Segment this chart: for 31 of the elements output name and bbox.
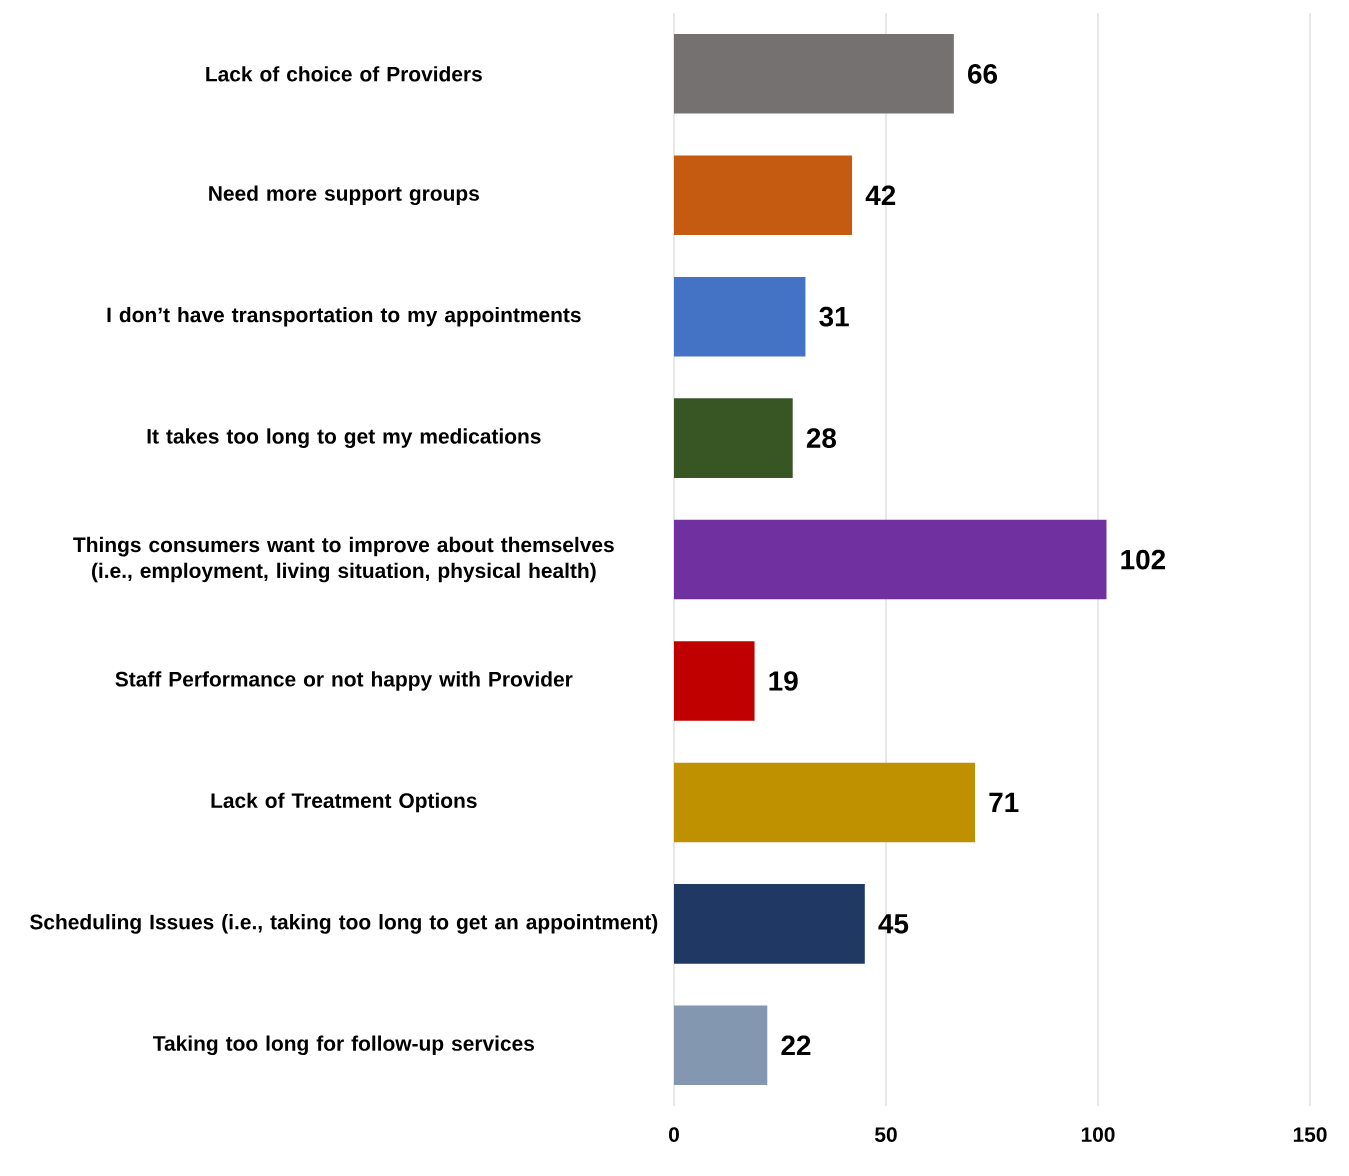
data-label: 19 xyxy=(769,671,798,691)
bar xyxy=(673,398,793,478)
y-tick-label: Lack of Treatment Options xyxy=(211,792,477,813)
bar xyxy=(673,276,806,357)
data-label: 66 xyxy=(968,63,998,84)
y-tick-label: I don’t have transportation to my appointments xyxy=(107,306,581,327)
bar xyxy=(673,641,755,721)
bar xyxy=(673,884,865,964)
bar xyxy=(673,762,976,843)
data-label: 22 xyxy=(781,1035,811,1056)
bar xyxy=(673,34,954,114)
data-label: 28 xyxy=(806,428,837,448)
bar xyxy=(673,519,1107,600)
data-label: 71 xyxy=(989,792,1019,813)
y-tick-label: Taking too long for follow-up services xyxy=(153,1035,534,1056)
y-tick-label: Need more support groups xyxy=(209,185,479,206)
y-tick-label: Staff Performance or not happy with Provider xyxy=(115,671,573,691)
x-tick-label: 50 xyxy=(875,1127,897,1142)
y-tick-label: It takes too long to get my medications xyxy=(147,428,541,448)
bar xyxy=(673,1005,768,1086)
x-tick-label: 100 xyxy=(1081,1127,1115,1142)
data-label: 45 xyxy=(878,914,909,934)
x-tick-label: 150 xyxy=(1293,1127,1327,1142)
y-tick-label: Things consumers want to improve about themselves (i.e., employment, living situation, physical health) xyxy=(73,536,614,583)
data-label: 42 xyxy=(865,185,896,205)
y-tick-label: Lack of choice of Providers xyxy=(206,66,482,82)
x-tick-label: 0 xyxy=(669,1127,679,1142)
data-label: 102 xyxy=(1121,549,1166,570)
bar xyxy=(673,155,853,236)
y-tick-label: Scheduling Issues (i.e., taking too long to get an appointment) xyxy=(30,914,658,934)
data-label: 31 xyxy=(819,306,849,327)
